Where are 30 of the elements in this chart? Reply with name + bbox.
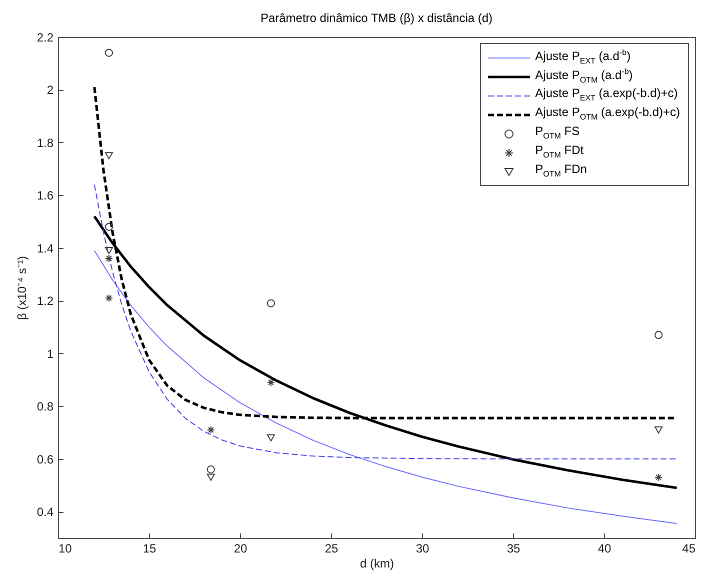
y-tick-label: 1.4 <box>36 241 54 256</box>
y-tick-label: 0.6 <box>36 452 54 466</box>
x-tick-label: 35 <box>506 542 520 556</box>
y-tick-label: 1.2 <box>36 294 54 308</box>
y-axis-title: β (x10⁻⁴ s⁻¹) <box>14 256 29 320</box>
line-series <box>94 184 678 460</box>
legend-label: P$_{OTM}$ FDn <box>535 162 587 180</box>
x-tick-label: 10 <box>58 542 72 556</box>
legend-label: P$_{OTM}$ FDt <box>535 142 584 162</box>
x-tick-label: 25 <box>324 542 338 556</box>
y-tick-label: 1 <box>46 346 54 361</box>
legend-label: Ajuste P$_{OTM}$ (a.d$^{-b}$) <box>535 66 633 87</box>
x-tick-label: 40 <box>598 542 612 556</box>
x-tick-label: 20 <box>234 542 248 556</box>
x-tick-label: 15 <box>142 542 156 556</box>
legend-label: P$_{OTM}$ FS <box>535 124 580 142</box>
y-tick-label: 1.6 <box>36 188 54 203</box>
legend-label: Ajuste P$_{EXT}$ (a.d$^{-b}$) <box>535 47 631 68</box>
legend-label: Ajuste P$_{OTM}$ (a.exp(-b.d)+c) <box>535 104 680 124</box>
y-tick-label: 2 <box>46 83 54 98</box>
x-axis-title: d (km) <box>360 556 394 570</box>
x-tick-label: 45 <box>682 542 696 556</box>
x-tick-label: 30 <box>416 542 430 556</box>
legend-label: Ajuste P$_{EXT}$ (a.exp(-b.d)+c) <box>535 86 678 104</box>
y-tick-label: 1.8 <box>36 136 54 150</box>
y-tick-label: 0.4 <box>36 505 54 520</box>
y-tick-label: 2.2 <box>36 30 54 44</box>
y-tick-label: 0.8 <box>36 400 54 414</box>
chart-title: Parâmetro dinâmico TMB (β) x distância (d) <box>260 11 493 25</box>
line-series <box>94 250 678 524</box>
